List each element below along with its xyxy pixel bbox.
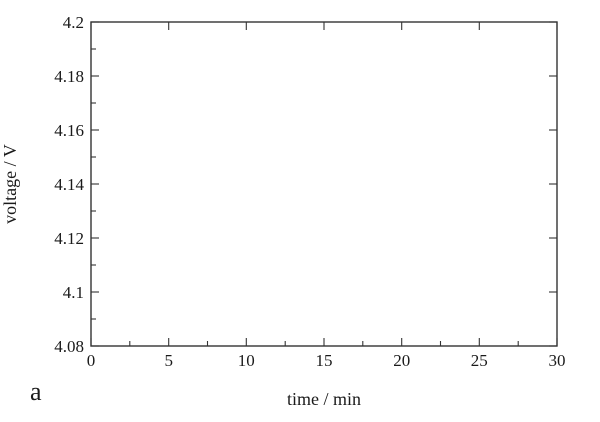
svg-text:time / min: time / min — [287, 389, 361, 409]
svg-text:4.12: 4.12 — [54, 229, 84, 248]
svg-text:4.18: 4.18 — [54, 67, 84, 86]
svg-text:4.16: 4.16 — [54, 121, 84, 140]
svg-text:5: 5 — [164, 351, 173, 370]
svg-text:15: 15 — [316, 351, 333, 370]
svg-text:20: 20 — [393, 351, 410, 370]
svg-text:voltage / V: voltage / V — [0, 144, 20, 224]
svg-text:4.1: 4.1 — [63, 283, 84, 302]
svg-text:4.14: 4.14 — [54, 175, 84, 194]
svg-text:a: a — [30, 377, 42, 406]
svg-text:25: 25 — [471, 351, 488, 370]
svg-text:30: 30 — [549, 351, 566, 370]
svg-text:10: 10 — [238, 351, 255, 370]
svg-text:4.08: 4.08 — [54, 337, 84, 356]
svg-text:4.2: 4.2 — [63, 13, 84, 32]
svg-text:0: 0 — [87, 351, 96, 370]
